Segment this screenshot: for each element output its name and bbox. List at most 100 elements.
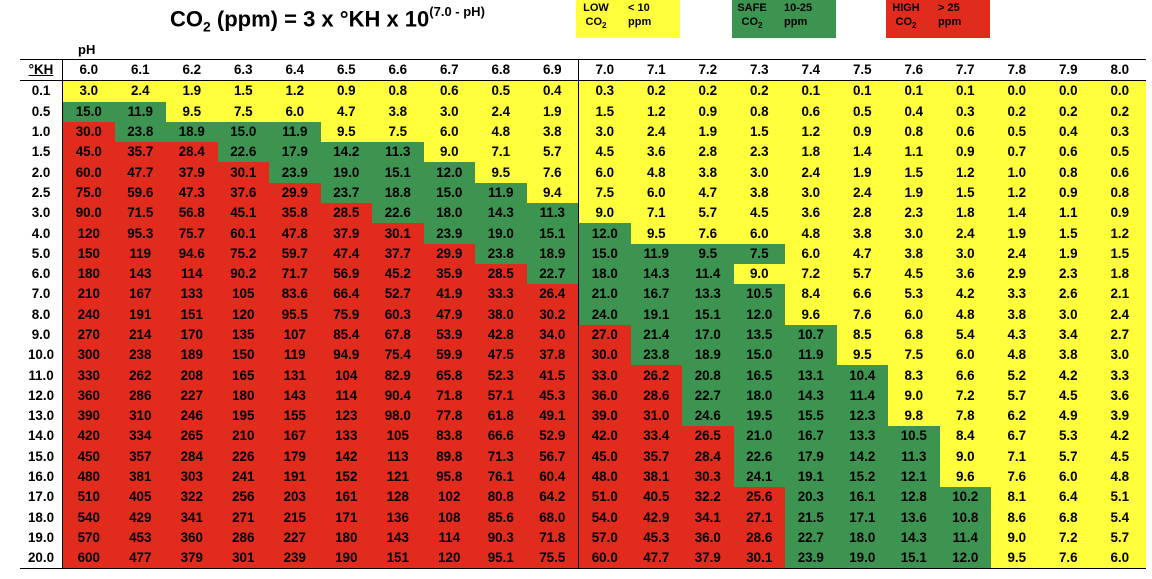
co2-value-cell: 45.3 [526,385,579,407]
co2-value-cell: 5.7 [1094,527,1146,549]
ph-header-cell: 7.3 [733,58,785,82]
co2-value-cell: 37.9 [166,162,218,183]
co2-value-cell: 28.6 [733,527,785,549]
co2-value-cell: 66.6 [475,426,527,447]
co2-value-cell: 4.8 [1094,466,1146,488]
co2-value-cell: 2.6 [1042,284,1094,305]
co2-value-cell: 33.3 [475,284,527,305]
co2-value-cell: 71.3 [475,446,527,467]
co2-value-cell: 10.8 [939,507,991,528]
legend-safe-co: CO [741,16,759,28]
kh-cell: 18.0 [20,507,63,528]
ph-header-cell: 6.5 [320,58,372,82]
co2-value-cell: 2.1 [1094,284,1146,305]
co2-value-cell: 12.0 [733,304,785,325]
co2-value-cell: 286 [114,385,166,407]
co2-value-cell: 11.9 [630,243,682,264]
co2-value-cell: 7.6 [682,223,734,244]
legend-high-label: HIGH [892,2,920,14]
co2-value-cell: 1.5 [1094,243,1146,264]
co2-value-cell: 7.5 [578,182,631,204]
co2-value-cell: 85.4 [320,324,372,346]
co2-value-cell: 32.2 [682,487,734,508]
co2-value-cell: 179 [269,446,321,467]
co2-value-cell: 30.2 [526,304,579,325]
co2-value-cell: 39.0 [578,406,631,427]
co2-value-cell: 22.7 [682,385,734,407]
co2-value-cell: 36.0 [682,527,734,549]
table-row: 10.0 300 238 189 150 119 94.9 75.4 59.9 47.5 37.8 3… [20,345,1146,366]
co2-value-cell: 0.5 [475,80,527,102]
co2-value-cell: 120 [423,548,475,570]
co2-value-cell: 3.3 [991,284,1043,305]
co2-value-cell: 33.0 [578,365,631,386]
co2-value-cell: 120 [62,223,115,244]
kh-cell: 9.0 [20,324,63,346]
co2-value-cell: 47.8 [269,223,321,244]
table-row: 19.0 570 453 360 286 227 180 143 114 90.3 71.8 57.0… [20,527,1146,549]
co2-value-cell: 450 [62,446,115,467]
co2-value-cell: 1.8 [785,142,837,163]
co2-value-cell: 16.7 [785,426,837,447]
co2-value-cell: 5.7 [682,203,734,224]
co2-value-cell: 15.2 [836,466,888,488]
co2-value-cell: 2.4 [785,162,837,183]
co2-value-cell: 4.5 [1042,385,1094,407]
co2-value-cell: 0.9 [682,101,734,122]
co2-value-cell: 0.2 [630,80,682,102]
co2-value-cell: 2.4 [1094,304,1146,325]
legend-safe-range: 10-25 [784,2,813,14]
ph-header-cell: 6.3 [217,58,269,82]
co2-value-cell: 256 [217,487,269,508]
co2-value-cell: 31.0 [630,406,682,427]
co2-value-cell: 28.4 [166,142,218,163]
table-row: 12.0 360 286 227 180 143 114 90.4 71.8 57.1 45.3 36… [20,385,1146,407]
ph-header-cell: 7.6 [888,58,940,82]
ph-header-cell: 7.8 [991,58,1043,82]
co2-value-cell: 29.9 [269,182,321,204]
co2-value-cell: 180 [62,263,115,285]
co2-value-cell: 56.9 [320,263,372,285]
co2-value-cell: 16.1 [836,487,888,508]
co2-value-cell: 0.9 [836,121,888,143]
co2-value-cell: 23.8 [630,345,682,366]
co2-value-cell: 11.9 [269,121,321,143]
co2-value-cell: 57.1 [475,385,527,407]
co2-value-cell: 131 [269,365,321,386]
ph-axis-label: pH [78,42,96,57]
co2-value-cell: 4.9 [1042,406,1094,427]
co2-value-cell: 75.0 [62,182,115,204]
co2-value-cell: 14.3 [630,263,682,285]
co2-value-cell: 300 [62,345,115,366]
co2-value-cell: 6.7 [991,426,1043,447]
co2-value-cell: 1.2 [1094,223,1146,244]
co2-value-cell: 56.7 [526,446,579,467]
co2-value-cell: 47.7 [630,548,682,570]
co2-value-cell: 6.0 [888,304,940,325]
co2-value-cell: 150 [62,243,115,264]
co2-value-cell: 1.9 [166,80,218,102]
co2-value-cell: 379 [166,548,218,570]
co2-value-cell: 4.8 [475,121,527,143]
co2-value-cell: 0.3 [578,80,631,102]
co2-value-cell: 6.6 [836,284,888,305]
co2-value-cell: 2.4 [114,80,166,102]
co2-value-cell: 330 [62,365,115,386]
co2-value-cell: 0.5 [1094,142,1146,163]
co2-value-cell: 390 [62,406,115,427]
co2-value-cell: 19.5 [733,406,785,427]
co2-value-cell: 1.0 [991,162,1043,183]
co2-value-cell: 14.3 [888,527,940,549]
co2-value-cell: 7.5 [372,121,424,143]
legend-high-co: CO [895,16,913,28]
co2-value-cell: 135 [217,324,269,346]
co2-value-cell: 3.8 [991,304,1043,325]
co2-value-cell: 9.0 [423,142,475,163]
co2-value-cell: 2.3 [733,142,785,163]
co2-value-cell: 71.7 [269,263,321,285]
co2-value-cell: 239 [269,548,321,570]
co2-value-cell: 4.5 [578,142,631,163]
co2-value-cell: 5.7 [836,263,888,285]
co2-value-cell: 21.4 [630,324,682,346]
header-row: °KH 6.0 6.1 6.2 6.3 6.4 6.5 6.6 6.7 6.8 6.9 7.0 7.1 7… [20,58,1146,82]
